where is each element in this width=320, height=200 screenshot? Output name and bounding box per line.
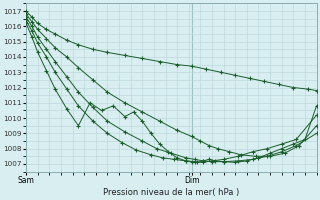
- X-axis label: Pression niveau de la mer( hPa ): Pression niveau de la mer( hPa ): [103, 188, 239, 197]
